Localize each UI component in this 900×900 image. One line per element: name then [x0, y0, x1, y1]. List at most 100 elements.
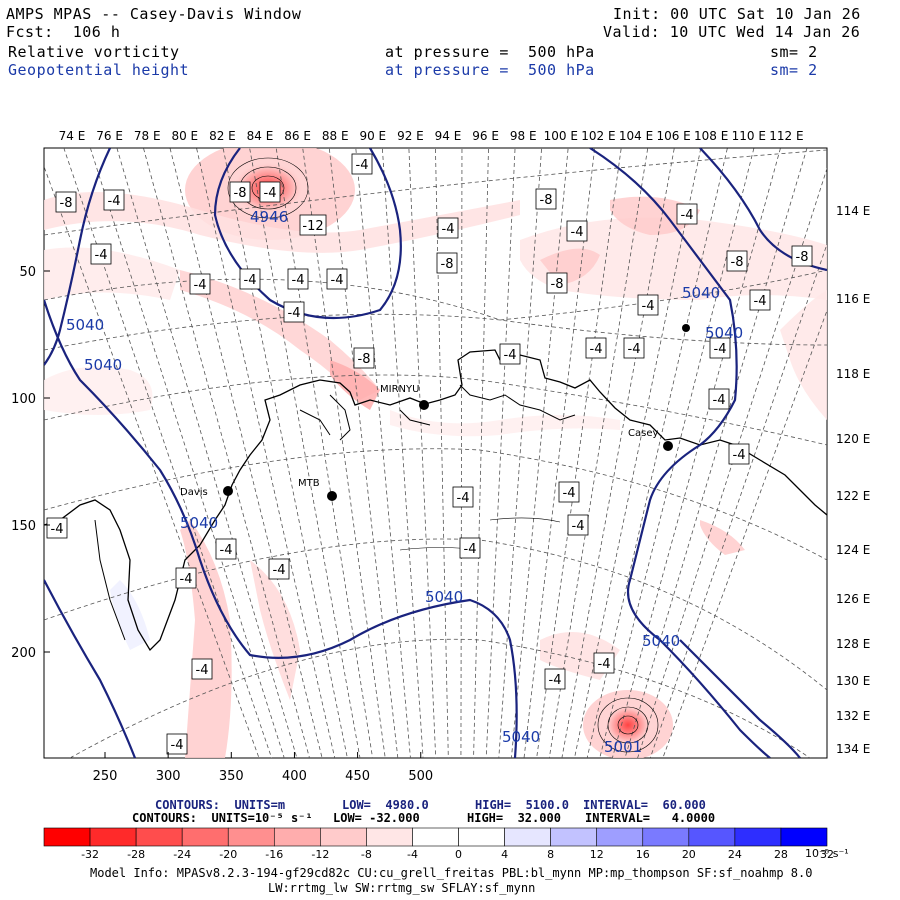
gph-label: 5040 — [84, 356, 122, 374]
right-longitude-label: 120 E — [836, 432, 870, 446]
colorbar-ticks: -32 -28 -24 -20 -16 -12 -8 -4 0 4 8 12 16 20 24 28 32 — [81, 848, 834, 861]
right-longitude-label: 124 E — [836, 543, 870, 557]
vorticity-label-box — [287, 268, 309, 290]
vorticity-label-box — [708, 388, 730, 410]
colorbar-tick-label: 8 — [547, 848, 554, 861]
vorticity-label: -4 — [273, 563, 286, 578]
vorticity-label: -4 — [108, 194, 121, 209]
meridian — [548, 148, 649, 758]
vorticity-label-box — [623, 337, 645, 359]
meridian — [586, 148, 728, 758]
geopotential-contours — [44, 148, 827, 758]
coastline — [44, 349, 827, 652]
forecast-hour: Fcst: 106 h — [6, 23, 121, 41]
vorticity-label: -8 — [796, 250, 809, 265]
vorticity-label-box — [166, 733, 188, 755]
vorticity-label-box — [326, 268, 348, 290]
vorticity-label-box — [791, 245, 813, 267]
vorticity-label-box — [499, 343, 521, 365]
gph-label: 4946 — [250, 208, 288, 226]
top-longitude-labels: 74 E 76 E 78 E 80 E 82 E 84 E 86 E 88 E 90 E 92 E… — [59, 129, 804, 143]
vorticity-label: -4 — [171, 738, 184, 753]
x-tick-label: 350 — [219, 769, 244, 784]
top-longitude-label: 74 E — [59, 129, 86, 143]
vorticity-label-box — [299, 214, 327, 236]
colorbar-tick-label: 32 — [820, 848, 834, 861]
station-casey-marker — [663, 441, 673, 451]
meridian — [498, 148, 542, 758]
vorticity-label-box — [728, 443, 750, 465]
meridian — [536, 148, 622, 758]
meridian — [275, 148, 374, 758]
vorticity-label-box — [351, 153, 373, 175]
gph-label: 5040 — [642, 632, 680, 650]
meridian — [116, 148, 298, 758]
gph-label: 5040 — [682, 284, 720, 302]
meridian-lines — [44, 148, 827, 758]
colorbar-tick-label: 20 — [682, 848, 696, 861]
vorticity-label-box — [558, 481, 580, 503]
colorbar-tick-label: 12 — [590, 848, 604, 861]
vorticity-labels: -8 -4 -8 -4 -12 -4 -4 -4 -4 -4 -4 -4 -4 -8 -8 -4 -4 -8 -4 -… — [46, 153, 813, 755]
vorticity-label: -4 — [442, 222, 455, 237]
x-axis-ticks: 250 300 350 400 450 500 — [93, 752, 433, 784]
top-longitude-label: 90 E — [359, 129, 386, 143]
height-contour-units: CONTOURS: UNITS=m — [155, 798, 286, 812]
meridian — [624, 148, 808, 758]
y-tick-label: 200 — [11, 646, 36, 661]
x-tick-label: 250 — [93, 769, 118, 784]
vorticity-label-box — [566, 220, 588, 242]
field2-name: Geopotential height — [8, 61, 190, 79]
meridian — [473, 148, 489, 758]
vorticity-label-box — [544, 668, 566, 690]
vorticity-label-box — [637, 294, 659, 316]
gph-label: 5040 — [425, 588, 463, 606]
colorbar-tick-label: -12 — [311, 848, 329, 861]
station-mtb-label: MTB — [298, 478, 320, 489]
top-longitude-label: 110 E — [732, 129, 766, 143]
height-contour-interval: INTERVAL= 60.000 — [583, 798, 706, 812]
colorbar-segment — [43, 827, 91, 847]
right-longitude-label: 116 E — [836, 292, 870, 306]
x-tick-label: 500 — [408, 769, 433, 784]
colorbar-segment — [366, 827, 413, 847]
colorbar-segment — [596, 827, 644, 847]
vorticity-label-box — [567, 514, 589, 536]
station-dome-marker — [682, 324, 690, 332]
vorticity-label: -4 — [331, 273, 344, 288]
valid-time: Valid: 10 UTC Wed 14 Jan 26 — [603, 23, 861, 41]
top-longitude-label: 102 E — [581, 129, 615, 143]
right-longitude-label: 130 E — [836, 674, 870, 688]
colorbar-segment — [734, 827, 782, 847]
vorticity-label-box — [726, 250, 748, 272]
station-mirny-label: MIRNYU — [380, 384, 419, 395]
y-tick-label: 150 — [11, 519, 36, 534]
station-markers — [223, 324, 690, 501]
vorticity-label: -8 — [551, 277, 564, 292]
colorbar-tick-label: -24 — [173, 848, 191, 861]
model-title: AMPS MPAS -- Casey-Davis Window — [6, 5, 302, 23]
colorbar-segment — [89, 827, 137, 847]
meridian — [649, 243, 827, 758]
colorbar-tick-label: -32 — [81, 848, 99, 861]
meridian — [662, 309, 827, 758]
colorbar-segment — [504, 827, 551, 847]
field1-name: Relative vorticity — [8, 43, 180, 61]
field2-level: at pressure = 500 hPa — [385, 61, 595, 79]
right-longitude-label: 114 E — [836, 204, 870, 218]
colorbar-segment — [181, 827, 229, 847]
vort-contour-high: HIGH= 32.000 — [467, 811, 561, 825]
y-axis-ticks: 50 100 150 200 — [11, 265, 50, 661]
field1-level: at pressure = 500 hPa — [385, 43, 595, 61]
meridian — [408, 148, 437, 758]
vorticity-label: -8 — [358, 352, 371, 367]
vorticity-label: -4 — [628, 342, 641, 357]
vorticity-label-box — [436, 252, 458, 274]
colorbar-segment — [642, 827, 690, 847]
vorticity-label-box — [175, 567, 197, 589]
field1-smoothing: sm= 2 — [770, 43, 818, 61]
top-longitude-label: 86 E — [284, 129, 311, 143]
vorticity-label: -4 — [713, 393, 726, 408]
colorbar-segment — [227, 827, 275, 847]
vorticity-label: -8 — [540, 193, 553, 208]
